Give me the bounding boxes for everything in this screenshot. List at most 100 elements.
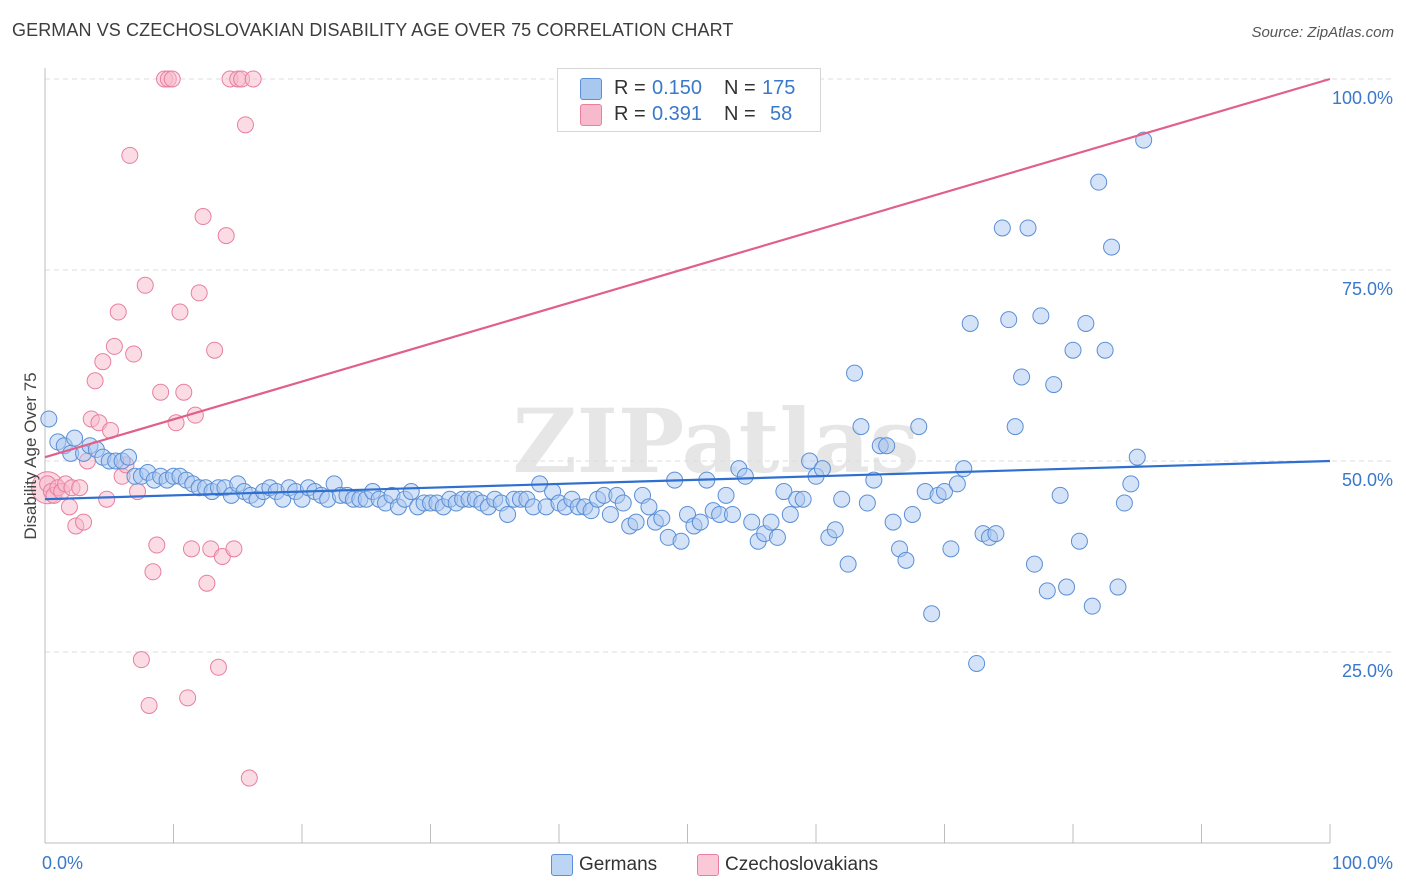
- legend-n-value: 175: [762, 77, 796, 99]
- legend-n-label: N =: [724, 77, 756, 99]
- legend-label-germans: Germans: [579, 854, 658, 875]
- german-point: [852, 418, 870, 436]
- y-tick-label: 75.0%: [1342, 279, 1393, 299]
- german-point: [897, 551, 915, 569]
- german-point: [1077, 314, 1095, 332]
- german-point: [833, 490, 851, 508]
- czech-point: [60, 498, 78, 516]
- german-point: [942, 540, 960, 558]
- x-tick-label-max: 100.0%: [1332, 853, 1393, 873]
- german-point: [614, 494, 632, 512]
- german-point: [402, 483, 420, 501]
- y-tick-label: 50.0%: [1342, 470, 1393, 490]
- german-point: [1109, 578, 1127, 596]
- czech-point: [71, 479, 89, 497]
- trend-lines: [44, 77, 1331, 501]
- source-note: Source: ZipAtlas.com: [1251, 24, 1394, 41]
- german-point: [781, 505, 799, 523]
- german-point: [1128, 448, 1146, 466]
- czech-points: [31, 70, 262, 787]
- german-point: [910, 418, 928, 436]
- german-point: [801, 452, 819, 470]
- czech-point: [198, 574, 216, 592]
- german-point: [743, 513, 761, 531]
- german-point: [1083, 597, 1101, 615]
- legend-r-label: R =: [614, 103, 646, 125]
- y-tick-label: 25.0%: [1342, 661, 1393, 681]
- czech-point: [75, 513, 93, 531]
- german-point: [499, 505, 517, 523]
- legend-r-value: 0.150: [652, 77, 703, 99]
- german-point: [826, 521, 844, 539]
- german-point: [987, 525, 1005, 543]
- czech-point: [121, 146, 139, 164]
- german-point: [1045, 376, 1063, 394]
- german-point: [961, 314, 979, 332]
- legend-n-value: 58: [770, 103, 793, 125]
- german-point: [1019, 219, 1037, 237]
- german-point: [1090, 173, 1108, 191]
- czech-point: [217, 227, 235, 245]
- grid-lines: [45, 78, 1395, 653]
- german-point: [736, 467, 754, 485]
- german-point: [993, 219, 1011, 237]
- y-tick-label: 100.0%: [1332, 88, 1393, 108]
- german-point: [1038, 582, 1056, 600]
- stats-legend: R = 0.150 N = 175 R = 0.391 N = 58: [557, 68, 821, 132]
- german-point: [858, 494, 876, 512]
- german-point: [865, 471, 883, 489]
- german-point: [120, 448, 138, 466]
- czech-point: [236, 116, 254, 134]
- czech-point: [144, 563, 162, 581]
- legend-r-value: 0.391: [652, 103, 703, 125]
- series-legend: Germans Czechoslovakians: [0, 850, 1406, 880]
- czech-point: [109, 303, 127, 321]
- czech-point: [148, 536, 166, 554]
- czech-point: [132, 651, 150, 669]
- german-point: [1070, 532, 1088, 550]
- legend-swatch-germans: [580, 78, 602, 100]
- german-point: [948, 475, 966, 493]
- czech-point: [209, 658, 227, 676]
- german-point: [1000, 311, 1018, 329]
- czech-point: [140, 696, 158, 714]
- axis-labels: 25.0% 50.0% 75.0% 100.0% 0.0% 100.0% Disabilit…: [21, 88, 1393, 873]
- german-point: [1064, 341, 1082, 359]
- czech-point: [163, 70, 181, 88]
- legend-r-label: R =: [614, 77, 646, 99]
- german-point: [775, 483, 793, 501]
- german-point: [627, 513, 645, 531]
- german-point: [601, 505, 619, 523]
- german-point: [640, 498, 658, 516]
- german-point: [40, 410, 58, 428]
- y-axis-title: Disability Age Over 75: [21, 372, 40, 539]
- german-point: [846, 364, 864, 382]
- german-point: [968, 654, 986, 672]
- axes: [44, 68, 1331, 844]
- german-point: [717, 486, 735, 504]
- czech-point: [175, 383, 193, 401]
- czech-point: [179, 689, 197, 707]
- german-point: [839, 555, 857, 573]
- german-points: [40, 131, 1153, 672]
- legend-swatch-germans: [551, 854, 573, 876]
- german-point: [1006, 418, 1024, 436]
- german-point: [1051, 486, 1069, 504]
- chart-title: GERMAN VS CZECHOSLOVAKIAN DISABILITY AGE…: [12, 20, 734, 40]
- x-tick-label-min: 0.0%: [42, 853, 83, 873]
- german-point: [955, 460, 973, 478]
- czech-point: [240, 769, 258, 787]
- czech-point: [206, 341, 224, 359]
- german-point: [794, 490, 812, 508]
- legend-swatch-czechoslovakians: [580, 104, 602, 126]
- czech-point: [190, 284, 208, 302]
- legend-swatch-czechoslovakians: [697, 854, 719, 876]
- german-point: [1103, 238, 1121, 256]
- german-point: [1122, 475, 1140, 493]
- czech-point: [86, 372, 104, 390]
- german-point: [1115, 494, 1133, 512]
- german-point: [903, 505, 921, 523]
- german-point: [1096, 341, 1114, 359]
- german-point: [66, 429, 84, 447]
